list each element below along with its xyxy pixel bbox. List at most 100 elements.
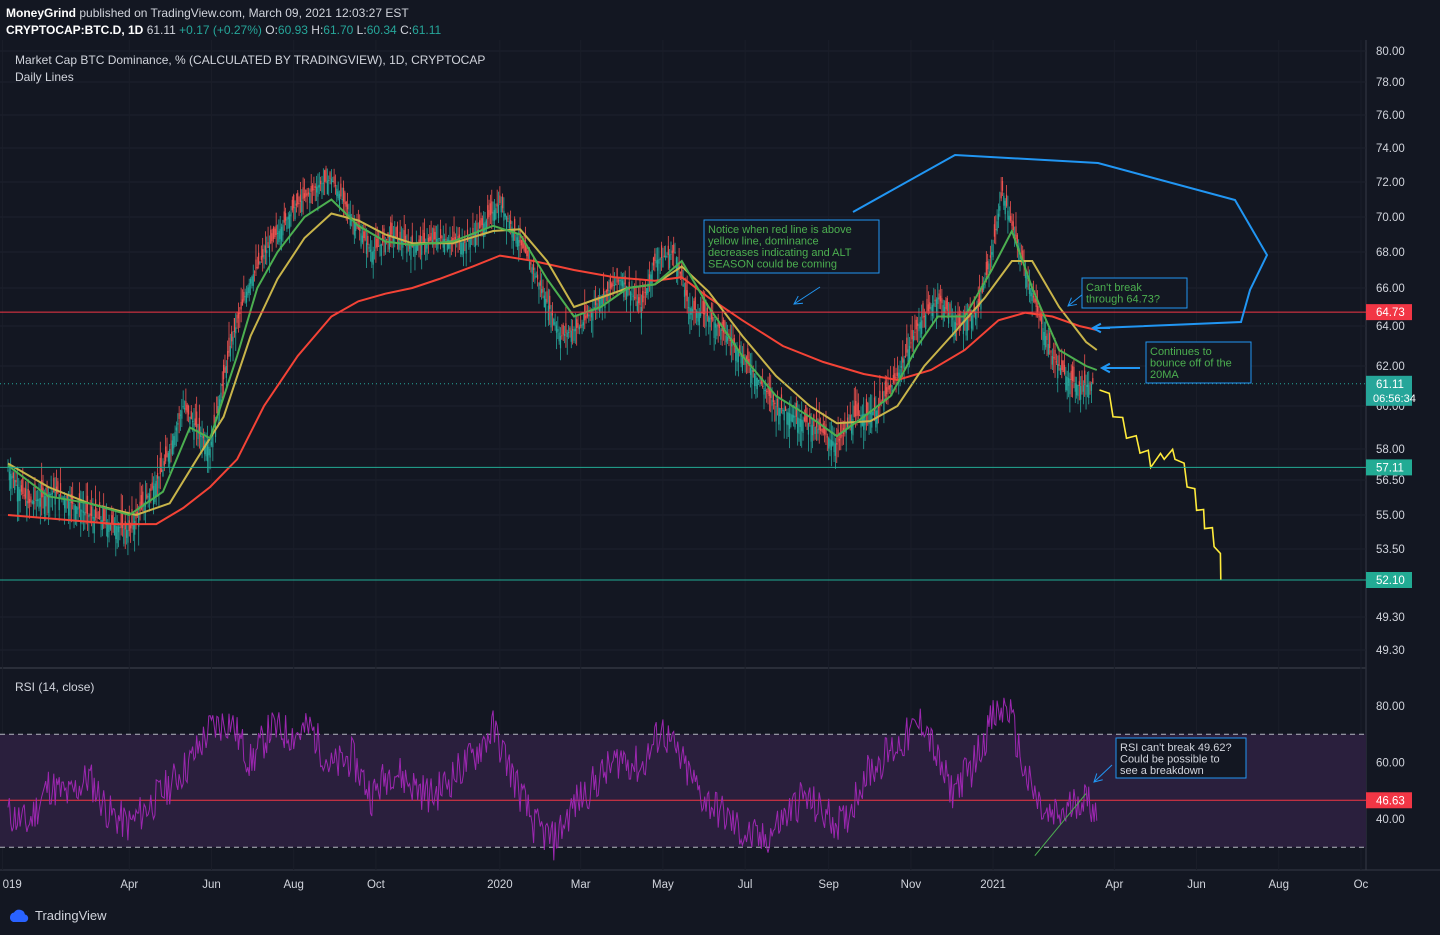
candle-body — [793, 415, 795, 418]
publisher-name[interactable]: MoneyGrind — [6, 6, 77, 20]
candle-body — [532, 264, 535, 270]
candle-body — [1000, 192, 1002, 199]
candle-body — [995, 228, 997, 230]
candle-body — [832, 441, 834, 446]
candle-body — [811, 425, 814, 436]
x-tick-label: Apr — [120, 879, 138, 891]
level-tag-label: 64.73 — [1376, 307, 1405, 319]
candle-body — [790, 413, 792, 422]
candle-body — [768, 387, 770, 396]
candle-body — [313, 189, 315, 191]
candle-body — [596, 303, 598, 311]
candle-body — [127, 530, 129, 543]
candle-body — [697, 311, 699, 322]
candle-body — [491, 201, 493, 214]
candle-body — [276, 232, 279, 234]
candle-body — [510, 220, 512, 224]
candle-body — [228, 337, 230, 353]
candle-body — [411, 235, 413, 247]
candle-body — [802, 420, 804, 434]
candle-body — [322, 182, 324, 184]
candle-body — [263, 255, 265, 260]
candle-body — [642, 291, 644, 303]
candle-body — [966, 318, 969, 332]
candle-body — [495, 208, 497, 220]
candle-body — [324, 170, 326, 182]
candle-body — [1035, 295, 1037, 307]
candle-body — [725, 335, 727, 343]
candle-body — [776, 398, 779, 407]
candle-body — [554, 322, 556, 327]
candle-body — [179, 414, 182, 416]
candle-body — [11, 475, 13, 479]
candle-body — [747, 348, 749, 364]
annotation-break-line: Can't break — [1086, 282, 1142, 294]
tradingview-logo[interactable]: TradingView — [8, 908, 107, 923]
candle-body — [619, 280, 621, 282]
candle-body — [162, 469, 164, 476]
candle-body — [507, 218, 509, 220]
candle-body — [321, 183, 323, 193]
candle-body — [450, 239, 452, 241]
candle-body — [493, 210, 496, 221]
y-tick-label: 64.00 — [1376, 321, 1405, 333]
candle-body — [480, 218, 482, 227]
chart-canvas[interactable]: 80.00 78.00 76.00 74.00 72.00 70.00 68.00 66.00… — [0, 40, 1440, 900]
candle-body — [644, 291, 646, 293]
candle-body — [417, 245, 419, 251]
candle-body — [794, 416, 796, 428]
candle-body — [570, 330, 572, 342]
candle-body — [174, 431, 176, 446]
candle-body — [512, 229, 514, 241]
candle-body — [795, 402, 797, 417]
candle-body — [206, 444, 209, 462]
candle-body — [931, 305, 934, 317]
arrow-rsi-head — [1093, 773, 1103, 783]
candle-body — [379, 245, 381, 247]
x-tick-label: Oc — [1354, 879, 1369, 891]
candle-body — [890, 383, 892, 388]
candle-body — [314, 186, 316, 189]
candle-body — [69, 501, 71, 521]
candle-body — [134, 521, 136, 535]
y-tick-label: 62.00 — [1376, 361, 1405, 373]
candle-body — [646, 288, 648, 296]
close-label: C: — [400, 23, 413, 37]
candle-body — [1061, 359, 1063, 370]
candle-body — [445, 238, 447, 240]
candle-body — [527, 250, 529, 259]
candle-body — [815, 410, 818, 428]
candle-body — [330, 178, 333, 185]
candle-body — [655, 260, 657, 264]
candle-body — [418, 239, 420, 245]
candle-body — [523, 243, 525, 251]
candle-body — [152, 485, 155, 505]
symbol-label[interactable]: CRYPTOCAP:BTC.D, 1D — [6, 23, 144, 37]
candle-body — [849, 414, 851, 424]
annotation-bounce-line: Continues to — [1150, 346, 1212, 358]
arrow-notice — [793, 286, 821, 305]
annotation-notice-line: decreases indicating and ALT — [708, 247, 852, 259]
candle-body — [957, 311, 959, 326]
level-tag — [1366, 459, 1412, 476]
candle-body — [66, 495, 68, 501]
candle-body — [167, 453, 169, 462]
candle-body — [689, 307, 691, 320]
candle-body — [952, 318, 954, 320]
candle-body — [363, 231, 365, 238]
candle-body — [770, 388, 772, 398]
candle-body — [983, 286, 985, 290]
level-tag — [1366, 304, 1412, 321]
candle-body — [446, 239, 448, 251]
rsi-title: RSI (14, close) — [15, 680, 94, 694]
candle-body — [421, 243, 423, 255]
candle-body — [671, 250, 673, 254]
candle-body — [1051, 356, 1053, 365]
candle-body — [325, 168, 327, 182]
candle-body — [894, 373, 896, 381]
y-tick-label: 58.00 — [1376, 444, 1405, 456]
level-tag-label: 52.10 — [1376, 575, 1405, 587]
candle-body — [582, 322, 585, 326]
candle-body — [787, 412, 789, 426]
candle-body — [753, 374, 756, 386]
